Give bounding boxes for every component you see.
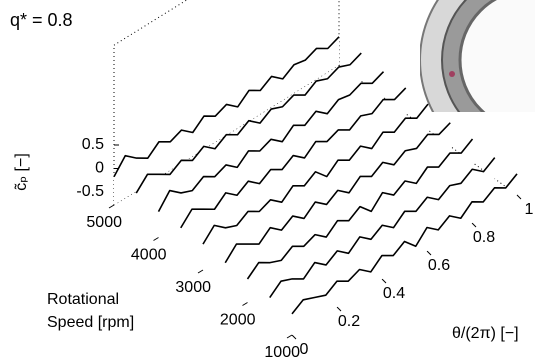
- y-tick-label: 5000: [86, 214, 122, 231]
- x-tick-label: 0.4: [383, 285, 405, 302]
- y-tick-label: 3000: [175, 279, 211, 296]
- y-tick: [243, 303, 248, 306]
- x-tick: [427, 251, 431, 255]
- z-tick-label: 0.5: [82, 136, 104, 153]
- x-tick-label: 0.6: [428, 257, 450, 274]
- x-tick: [337, 307, 341, 311]
- y-tick-label: 1000: [264, 344, 300, 360]
- z-axis-label: c̃ₚ [−]: [13, 153, 30, 191]
- y-tick: [109, 205, 114, 208]
- y-tick: [154, 238, 159, 241]
- x-tick-label: 0.2: [338, 313, 360, 330]
- y-tick-label: 2000: [220, 312, 256, 329]
- x-tick: [292, 335, 296, 339]
- x-tick: [472, 223, 476, 227]
- y-tick: [287, 335, 292, 338]
- y-axis-label: Rotational: [47, 291, 119, 308]
- z-tick-label: 0: [95, 160, 104, 177]
- x-tick: [517, 195, 521, 199]
- x-axis-label: θ/(2π) [−]: [452, 325, 519, 342]
- x-tick-label: 0.8: [473, 229, 495, 246]
- annotation: q* = 0.8: [10, 10, 73, 30]
- y-tick-label: 4000: [131, 247, 167, 264]
- chart: q* = 0.8 θ/(2π) [−] Rotational Speed [rp…: [0, 0, 535, 360]
- x-tick-label: 0: [300, 341, 309, 358]
- y-axis-label: Speed [rpm]: [47, 314, 134, 331]
- x-tick-label: 1: [525, 201, 534, 218]
- z-tick-label: -0.5: [76, 183, 104, 200]
- y-tick: [198, 270, 203, 273]
- axis-box-edge: [114, 0, 339, 45]
- x-tick: [382, 279, 386, 283]
